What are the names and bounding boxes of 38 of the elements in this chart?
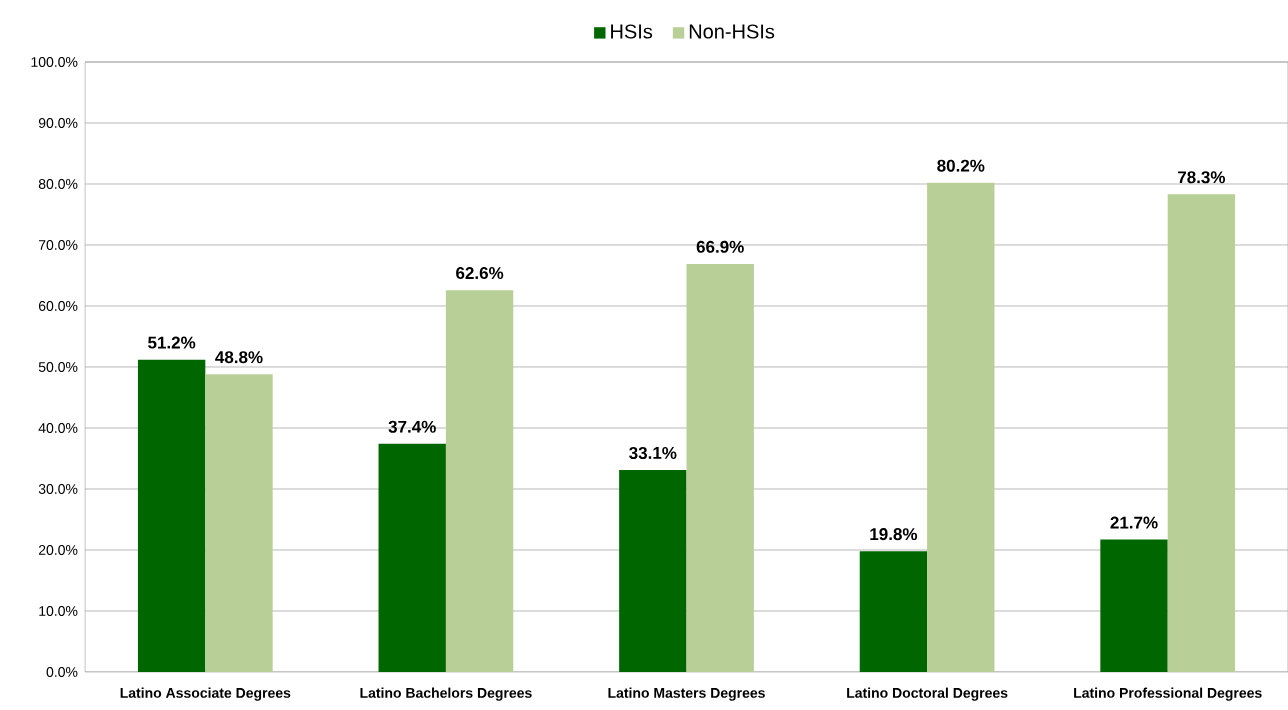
data-label: 66.9% xyxy=(696,240,744,253)
x-tick-label: Latino Professional Degrees xyxy=(1074,687,1262,701)
bar xyxy=(859,551,928,672)
bar xyxy=(205,374,273,672)
y-tick-label: 60.0% xyxy=(38,301,78,311)
data-label: 33.1% xyxy=(629,446,677,460)
x-tick-label: Latino Masters Degrees xyxy=(608,687,765,701)
data-label: 21.7% xyxy=(1110,516,1158,529)
data-label: 37.4% xyxy=(388,420,436,433)
data-label: 51.2% xyxy=(148,336,196,349)
y-tick-label: 0.0% xyxy=(46,667,78,677)
bar xyxy=(378,443,446,672)
bar xyxy=(619,470,687,672)
bar xyxy=(1100,539,1168,672)
y-tick-label: 40.0% xyxy=(38,423,78,433)
x-tick-label: Latino Associate Degrees xyxy=(120,687,291,701)
bar xyxy=(445,290,514,672)
x-tick-label: Latino Doctoral Degrees xyxy=(847,687,1008,701)
bar xyxy=(686,263,754,672)
x-tick-label: Latino Bachelors Degrees xyxy=(360,687,532,701)
y-tick-label: 30.0% xyxy=(38,484,78,494)
bar xyxy=(137,359,206,672)
data-label: 48.8% xyxy=(215,351,263,364)
y-tick-label: 20.0% xyxy=(38,545,78,555)
y-tick-label: 100.0% xyxy=(31,57,78,67)
y-tick-label: 50.0% xyxy=(38,362,78,372)
y-tick-label: 70.0% xyxy=(38,240,78,250)
bar xyxy=(927,182,995,672)
legend-label: Non-HSIs xyxy=(689,24,775,39)
y-tick-label: 80.0% xyxy=(38,179,78,189)
y-tick-label: 90.0% xyxy=(38,118,78,128)
bar xyxy=(1167,194,1236,672)
data-label: 62.6% xyxy=(456,267,504,280)
data-label: 19.8% xyxy=(870,528,918,541)
data-label: 80.2% xyxy=(937,159,985,172)
data-label: 78.3% xyxy=(1178,171,1226,184)
legend-label: HSIs xyxy=(611,24,653,39)
y-tick-label: 10.0% xyxy=(39,606,78,616)
